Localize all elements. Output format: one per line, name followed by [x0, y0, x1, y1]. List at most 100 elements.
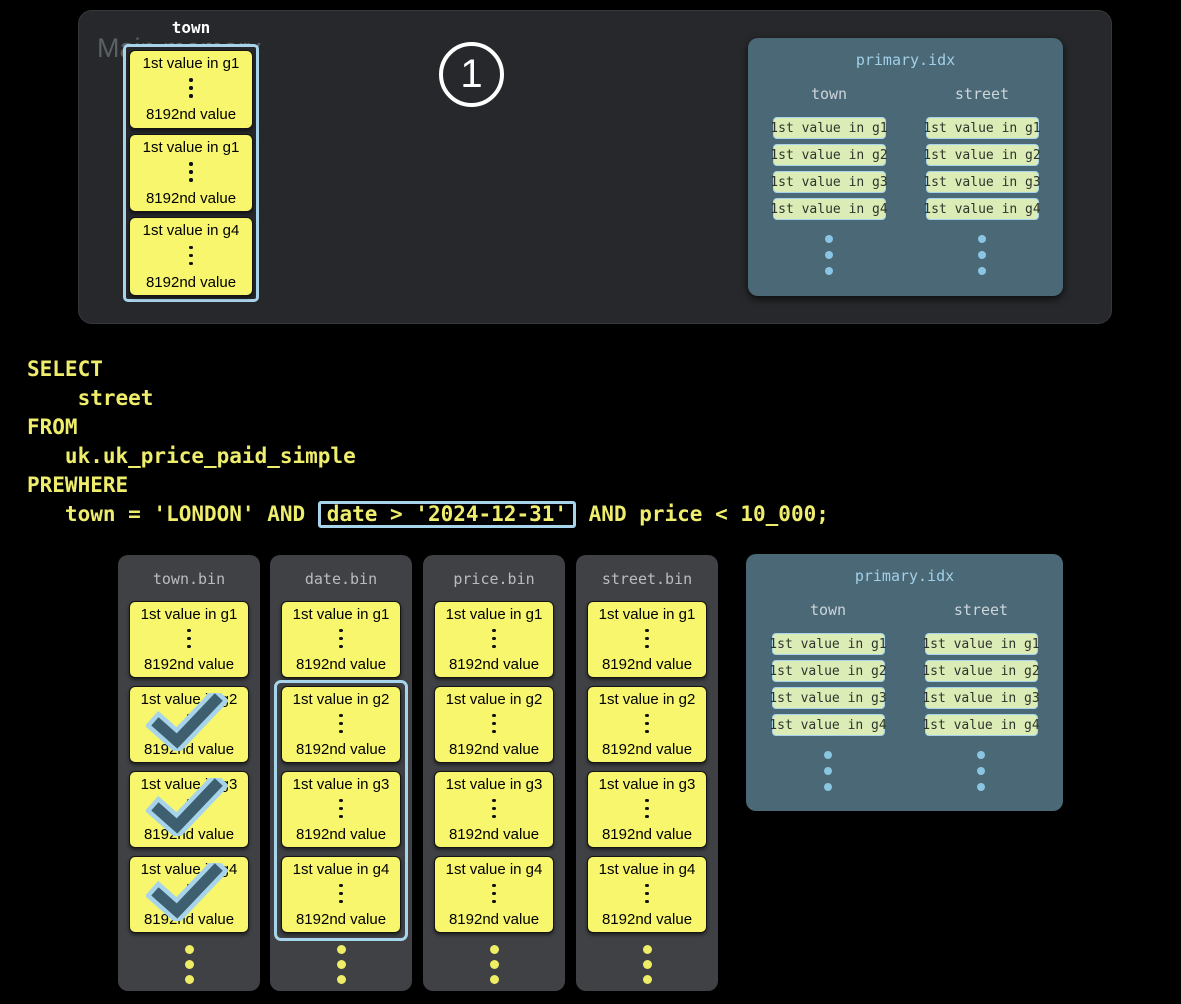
ellipsis-dots [576, 945, 718, 954]
block-top-label: 1st value in g3 [445, 776, 543, 793]
index-entry: 1st value in g2 [770, 144, 888, 166]
block-top-label: 1st value in g4 [598, 861, 696, 878]
block-bottom-label: 8192nd value [601, 655, 693, 673]
sql-line: SELECT [27, 357, 103, 381]
ellipsis-dots [339, 798, 343, 821]
sql-line: FROM [27, 415, 78, 439]
block-top-label: 1st value in g1 [445, 606, 543, 623]
granule-block: 1st value in g1 8192nd value [129, 133, 253, 213]
block-top-label: 1st value in g1 [140, 606, 238, 623]
block-bottom-label: 8192nd value [601, 740, 693, 758]
sql-line: town = 'LONDON' AND date > '2024-12-31' … [27, 500, 829, 529]
block-bottom-label: 8192nd value [448, 655, 540, 673]
block-top-label: 1st value in g3 [598, 776, 696, 793]
granule-block-checked: 1st value in g3 8192nd value [129, 771, 249, 848]
index-entry: 1st value in g3 [922, 687, 1040, 709]
index-column-header: street [953, 601, 1009, 619]
bin-panel-title: date.bin [304, 570, 378, 588]
granule-block: 1st value in g1 8192nd value [281, 601, 401, 678]
block-bottom-label: 8192nd value [295, 825, 387, 843]
granule-block: 1st value in g2 8192nd value [434, 686, 554, 763]
ellipsis-dots [187, 628, 191, 651]
block-top-label: 1st value in g2 [292, 691, 390, 708]
block-top-label: 1st value in g1 [292, 606, 390, 623]
block-bottom-label: 8192nd value [295, 655, 387, 673]
ellipsis-dots [978, 235, 986, 279]
index-entry: 1st value in g3 [923, 171, 1041, 193]
ellipsis-dots [339, 628, 343, 651]
ellipsis-dots [339, 883, 343, 906]
ellipsis-dots [423, 945, 565, 954]
sql-query: SELECT street FROM uk.uk_price_paid_simpl… [27, 355, 829, 529]
index-entry: 1st value in g1 [923, 117, 1041, 139]
granule-block: 1st value in g4 8192nd value [587, 856, 707, 933]
sql-text: AND price < 10_000; [576, 502, 829, 526]
index-entry: 1st value in g4 [769, 714, 887, 736]
bin-panel-street: street.bin 1st value in g1 8192nd value 1s… [576, 555, 718, 991]
date-predicate-highlight-box: date > '2024-12-31' [317, 501, 577, 528]
granule-block: 1st value in g3 8192nd value [434, 771, 554, 848]
block-bottom-label: 8192nd value [145, 106, 237, 124]
bin-panel-title: street.bin [601, 570, 693, 588]
index-column-town: town 1st value in g1 1st value in g2 1st… [769, 601, 887, 795]
index-entry: 1st value in g3 [769, 687, 887, 709]
bin-panel-town: town.bin 1st value in g1 8192nd value 1st … [118, 555, 260, 991]
index-column-town: town 1st value in g1 1st value in g2 1st… [770, 85, 888, 279]
ellipsis-dots [645, 798, 649, 821]
ellipsis-dots [492, 628, 496, 651]
ellipsis-dots [645, 628, 649, 651]
ellipsis-dots [645, 883, 649, 906]
ellipsis-dots [492, 883, 496, 906]
primary-index-title: primary.idx [854, 567, 955, 585]
block-top-label: 1st value in g2 [445, 691, 543, 708]
ellipsis-dots [270, 945, 412, 954]
index-column-header: town [810, 85, 848, 103]
granule-block: 1st value in g4 8192nd value [434, 856, 554, 933]
granule-block: 1st value in g3 8192nd value [587, 771, 707, 848]
ellipsis-dots [824, 751, 832, 795]
ellipsis-dots [645, 713, 649, 736]
block-top-label: 1st value in g1 [598, 606, 696, 623]
block-top-label: 1st value in g4 [445, 861, 543, 878]
block-bottom-label: 8192nd value [448, 825, 540, 843]
index-entry: 1st value in g4 [923, 198, 1041, 220]
memory-column-highlight-box: 1st value in g1 8192nd value 1st value in … [123, 44, 259, 302]
ellipsis-dots [189, 162, 193, 184]
primary-index-title: primary.idx [855, 51, 956, 69]
ellipsis-dots [492, 798, 496, 821]
index-entry: 1st value in g4 [770, 198, 888, 220]
granule-block: 1st value in g2 8192nd value [281, 686, 401, 763]
block-top-label: 1st value in g1 [142, 55, 240, 72]
ellipsis-dots [189, 78, 193, 100]
checkmark-icon [146, 693, 228, 751]
sql-text: town = 'LONDON' AND [27, 502, 318, 526]
block-bottom-label: 8192nd value [448, 910, 540, 928]
granule-block: 1st value in g1 8192nd value [129, 601, 249, 678]
index-column-street: street 1st value in g1 1st value in g2 1… [922, 601, 1040, 795]
memory-column-label: town [171, 18, 211, 37]
step-number: 1 [460, 52, 483, 96]
sql-line: uk.uk_price_paid_simple [27, 444, 356, 468]
block-bottom-label: 8192nd value [448, 740, 540, 758]
checkmark-icon [146, 863, 228, 921]
granule-block-checked: 1st value in g4 8192nd value [129, 856, 249, 933]
step-1-badge: 1 [439, 42, 504, 107]
granule-block: 1st value in g1 8192nd value [587, 601, 707, 678]
sql-line: PREWHERE [27, 473, 129, 497]
granule-block: 1st value in g1 8192nd value [129, 50, 253, 129]
sql-line: street [27, 386, 154, 410]
granule-block-checked: 1st value in g2 8192nd value [129, 686, 249, 763]
block-top-label: 1st value in g2 [598, 691, 696, 708]
granule-block: 1st value in g4 8192nd value [281, 856, 401, 933]
index-entry: 1st value in g4 [922, 714, 1040, 736]
block-top-label: 1st value in g1 [142, 138, 240, 156]
bin-panel-price: price.bin 1st value in g1 8192nd value 1st… [423, 555, 565, 991]
primary-index-panel-top: primary.idx town 1st value in g1 1st val… [748, 38, 1063, 296]
bin-panel-date: date.bin 1st value in g1 8192nd value 1st … [270, 555, 412, 991]
ellipsis-dots [977, 751, 985, 795]
granule-block: 1st value in g3 8192nd value [281, 771, 401, 848]
index-entry: 1st value in g2 [769, 660, 887, 682]
block-bottom-label: 8192nd value [601, 825, 693, 843]
granule-block: 1st value in g2 8192nd value [587, 686, 707, 763]
checkmark-icon [146, 778, 228, 836]
